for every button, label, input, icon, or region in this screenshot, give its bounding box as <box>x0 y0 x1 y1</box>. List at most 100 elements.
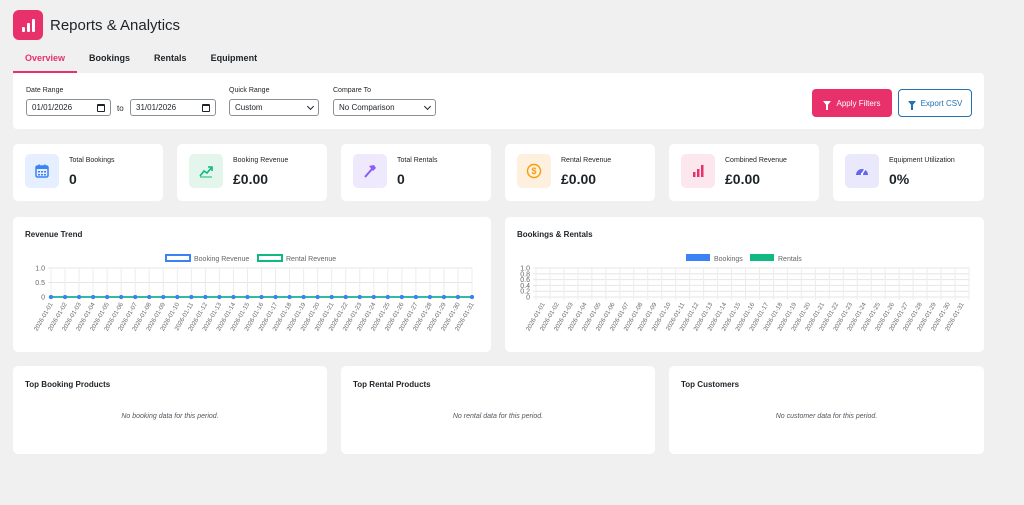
y-tick-label: 0 <box>41 295 45 302</box>
y-tick-label: 0.4 <box>520 283 530 290</box>
stat-value: £0.00 <box>725 171 761 187</box>
quick-range-value: Custom <box>235 103 263 112</box>
legend-item: Rental Revenue <box>257 254 336 263</box>
export-csv-button[interactable]: Export CSV <box>898 89 972 117</box>
top-rental-products-title: Top Rental Products <box>353 380 431 389</box>
y-tick-label: 0.5 <box>35 280 45 287</box>
top-rental-products-card: Top Rental Products No rental data for t… <box>341 366 655 454</box>
data-point <box>175 295 180 299</box>
app-logo-icon <box>13 10 43 40</box>
stat-label: Total Bookings <box>69 157 115 164</box>
stat-value: £0.00 <box>233 171 269 187</box>
filter-panel: Date Range 01/01/2026 to 31/01/2026 Quic… <box>13 73 984 129</box>
y-tick-label: 0 <box>526 295 530 302</box>
top-customers-card: Top Customers No customer data for this … <box>669 366 984 454</box>
tab-bookings[interactable]: Bookings <box>89 53 131 63</box>
date-from-input[interactable]: 01/01/2026 <box>26 99 111 116</box>
calendar-icon[interactable] <box>97 103 105 112</box>
data-point <box>385 295 390 299</box>
data-point <box>77 295 82 299</box>
stat-value: £0.00 <box>561 171 597 187</box>
quick-range-label: Quick Range <box>229 87 270 94</box>
legend-item: Bookings <box>686 254 743 263</box>
legend-swatch <box>686 254 710 261</box>
data-point <box>119 295 124 299</box>
stat-label: Equipment Utilization <box>889 157 955 164</box>
stat-card-total-bookings: Total Bookings 0 <box>13 144 163 201</box>
data-point <box>245 295 250 299</box>
filter-icon <box>823 100 832 110</box>
data-point <box>343 295 348 299</box>
legend-swatch <box>165 254 191 262</box>
empty-message: No booking data for this period. <box>121 413 219 420</box>
hammer-icon <box>353 154 387 188</box>
apply-filters-button[interactable]: Apply Filters <box>812 89 892 117</box>
tab-equipment[interactable]: Equipment <box>210 53 258 63</box>
data-point <box>455 295 460 299</box>
legend-label: Booking Revenue <box>194 256 249 263</box>
top-customers-title: Top Customers <box>681 380 740 389</box>
to-label: to <box>117 104 124 113</box>
data-point <box>133 295 138 299</box>
revenue-trend-chart: Booking Revenue Rental Revenue1.00.502026… <box>33 254 476 332</box>
compare-to-label: Compare To <box>333 87 372 94</box>
tab-bar: Overview Bookings Rentals Equipment <box>13 44 269 73</box>
coin-icon: $ <box>517 154 551 188</box>
legend-label: Rentals <box>778 256 802 263</box>
stat-card-rental-revenue: $ Rental Revenue £0.00 <box>505 144 655 201</box>
stat-label: Combined Revenue <box>725 157 787 164</box>
calendar-icon[interactable] <box>202 103 210 112</box>
data-point <box>91 295 96 299</box>
bookings-rentals-chart: Bookings Rentals1.00.80.60.40.202026-01-0… <box>520 254 970 332</box>
stat-value: 0 <box>397 171 405 187</box>
data-point <box>427 295 432 299</box>
y-tick-label: 0.2 <box>520 289 530 296</box>
data-point <box>63 295 68 299</box>
date-to-value: 31/01/2026 <box>136 103 177 112</box>
stat-value: 0% <box>889 171 910 187</box>
data-point <box>273 295 278 299</box>
compare-to-select[interactable]: No Comparison <box>333 99 436 116</box>
trending-up-icon <box>189 154 223 188</box>
stat-value: 0 <box>69 171 77 187</box>
data-point <box>259 295 264 299</box>
gauge-icon <box>845 154 879 188</box>
revenue-trend-card: Revenue Trend Booking Revenue Rental Reve… <box>13 217 491 352</box>
stat-card-equipment-utilization: Equipment Utilization 0% <box>833 144 984 201</box>
svg-text:$: $ <box>531 166 536 176</box>
data-point <box>441 295 446 299</box>
stat-card-total-rentals: Total Rentals 0 <box>341 144 491 201</box>
data-point <box>161 295 166 299</box>
data-point <box>203 295 208 299</box>
data-point <box>470 295 474 299</box>
data-point <box>399 295 404 299</box>
tab-overview[interactable]: Overview <box>13 44 78 73</box>
top-booking-products-title: Top Booking Products <box>25 380 111 389</box>
chevron-down-icon <box>423 102 432 110</box>
legend-swatch <box>257 254 283 262</box>
stat-card-combined-revenue: Combined Revenue £0.00 <box>669 144 819 201</box>
data-point <box>371 295 376 299</box>
data-point <box>147 295 152 299</box>
tab-rentals[interactable]: Rentals <box>154 53 187 63</box>
legend-item: Booking Revenue <box>165 254 249 263</box>
data-point <box>329 295 334 299</box>
filter-icon <box>907 100 916 110</box>
stat-card-booking-revenue: Booking Revenue £0.00 <box>177 144 327 201</box>
data-point <box>105 295 110 299</box>
calendar-icon <box>25 154 59 188</box>
chevron-down-icon <box>306 102 315 110</box>
data-point <box>49 295 53 299</box>
bar-chart-icon <box>681 154 715 188</box>
bookings-rentals-card: Bookings & Rentals Bookings Rentals 1.0 0.8… <box>505 217 984 352</box>
stat-label: Booking Revenue <box>233 157 289 164</box>
revenue-trend-title: Revenue Trend <box>25 230 83 239</box>
empty-message: No customer data for this period. <box>775 413 878 420</box>
data-point <box>217 295 222 299</box>
quick-range-select[interactable]: Custom <box>229 99 319 116</box>
bookings-rentals-title: Bookings & Rentals <box>517 230 593 239</box>
data-point <box>413 295 418 299</box>
y-tick-label: 0.8 <box>520 271 530 278</box>
legend-item: Rentals <box>750 254 802 263</box>
date-to-input[interactable]: 31/01/2026 <box>130 99 216 116</box>
